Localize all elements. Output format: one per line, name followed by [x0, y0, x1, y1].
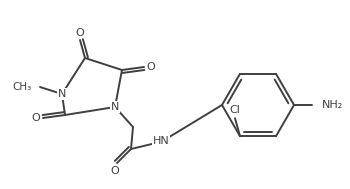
Text: Cl: Cl	[230, 105, 240, 115]
Text: N: N	[111, 102, 119, 112]
Text: HN: HN	[153, 136, 169, 146]
Text: O: O	[76, 28, 84, 38]
Text: O: O	[32, 113, 40, 123]
Text: CH₃: CH₃	[13, 82, 32, 92]
Text: O: O	[147, 62, 155, 72]
Text: NH₂: NH₂	[322, 100, 343, 110]
Text: N: N	[58, 89, 66, 99]
Text: O: O	[111, 166, 119, 176]
